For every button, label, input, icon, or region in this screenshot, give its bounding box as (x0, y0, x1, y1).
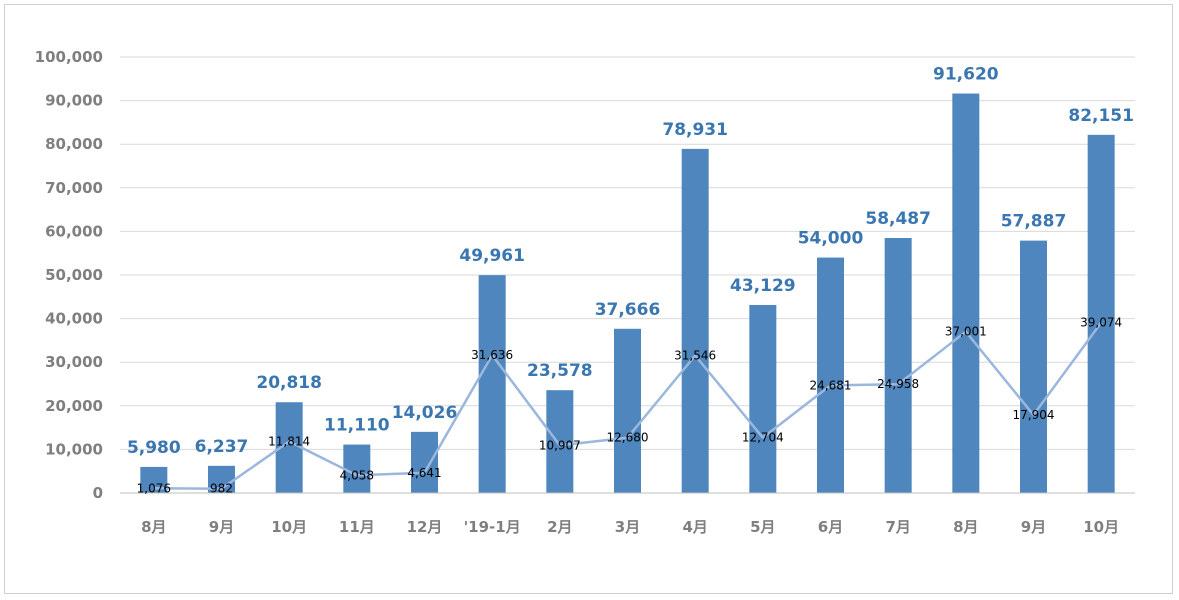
y-tick-label: 30,000 (45, 353, 103, 371)
line-value-label: 11,814 (268, 434, 310, 448)
bar-value-label: 82,151 (1068, 106, 1134, 126)
line-value-label: 10,907 (539, 438, 581, 452)
line-value-label: 982 (210, 482, 233, 496)
bar (1020, 240, 1047, 493)
x-tick-label: 10月 (271, 518, 307, 536)
bar-value-label: 20,818 (256, 373, 322, 393)
bar-value-label: 5,980 (127, 438, 181, 458)
bar-value-label: 43,129 (730, 276, 796, 296)
y-tick-label: 70,000 (45, 179, 103, 197)
x-tick-label: 11月 (339, 518, 375, 536)
x-tick-label: 6月 (818, 518, 843, 536)
y-tick-label: 60,000 (45, 222, 103, 240)
bar (817, 257, 844, 493)
x-tick-label: 10月 (1083, 518, 1119, 536)
bar-value-label: 91,620 (933, 65, 999, 85)
bar (952, 93, 980, 493)
x-tick-label: 5月 (750, 518, 775, 536)
x-tick-label: 9月 (209, 518, 234, 536)
line-value-label: 1,076 (137, 481, 171, 495)
line-value-label: 31,546 (674, 348, 716, 362)
bar (884, 237, 912, 493)
bar (411, 431, 438, 493)
bar-value-label: 23,578 (527, 361, 593, 381)
x-tick-label: '19-1月 (464, 518, 521, 536)
line-path (153, 321, 1103, 490)
bar-value-label: 14,026 (392, 403, 458, 423)
line-value-label: 24,681 (810, 378, 852, 392)
line-value-label: 4,058 (340, 468, 374, 482)
x-tick-label: 4月 (682, 518, 707, 536)
x-tick-label: 8月 (953, 518, 978, 536)
y-tick-label: 80,000 (45, 135, 103, 153)
y-tick-label: 40,000 (45, 310, 103, 328)
bar-value-label: 6,237 (195, 437, 249, 457)
x-tick-label: 8月 (141, 518, 166, 536)
bar (681, 148, 709, 493)
y-tick-label: 20,000 (45, 397, 103, 415)
line-value-label: 31,636 (471, 348, 513, 362)
line-value-label: 24,958 (877, 377, 919, 391)
bar-series (140, 93, 1115, 493)
x-tick-label: 9月 (1021, 518, 1046, 536)
bar (1087, 134, 1115, 493)
bar (614, 328, 641, 493)
x-tick-label: 2月 (547, 518, 572, 536)
bar (343, 444, 371, 493)
y-tick-label: 10,000 (45, 440, 103, 458)
line-value-label: 39,074 (1080, 316, 1122, 330)
y-axis: 0 10,000 20,000 30,000 40,000 50,000 60,000 70,… (35, 48, 103, 502)
line-series (153, 321, 1103, 490)
y-tick-label: 100,000 (35, 48, 103, 66)
bar-value-label: 49,961 (459, 246, 525, 266)
x-tick-label: 3月 (615, 518, 640, 536)
bar (749, 304, 777, 493)
x-axis: 8月 9月 10月 11月 12月 '19-1月 2月 3月 4月 5月 6月 7月 8月 9月 10月 (120, 492, 1135, 536)
line-value-label: 37,001 (945, 325, 987, 339)
line-value-label: 4,641 (407, 466, 441, 480)
bar-value-label: 58,487 (865, 209, 931, 229)
bar (546, 390, 574, 493)
bar-value-label: 54,000 (798, 229, 864, 249)
bar-value-label: 78,931 (662, 120, 728, 140)
line-value-label: 12,680 (607, 431, 649, 445)
bar (478, 275, 506, 493)
x-tick-label: 7月 (885, 518, 910, 536)
y-tick-label: 90,000 (45, 92, 103, 110)
line-value-label: 17,904 (1013, 408, 1055, 422)
bar-value-label: 37,666 (595, 300, 661, 320)
x-tick-label: 12月 (407, 518, 443, 536)
line-value-label: 12,704 (742, 431, 784, 445)
y-tick-label: 50,000 (45, 266, 103, 284)
bar-value-label: 11,110 (324, 416, 390, 436)
bar-value-label: 57,887 (1001, 212, 1067, 232)
y-tick-label: 0 (93, 484, 103, 502)
